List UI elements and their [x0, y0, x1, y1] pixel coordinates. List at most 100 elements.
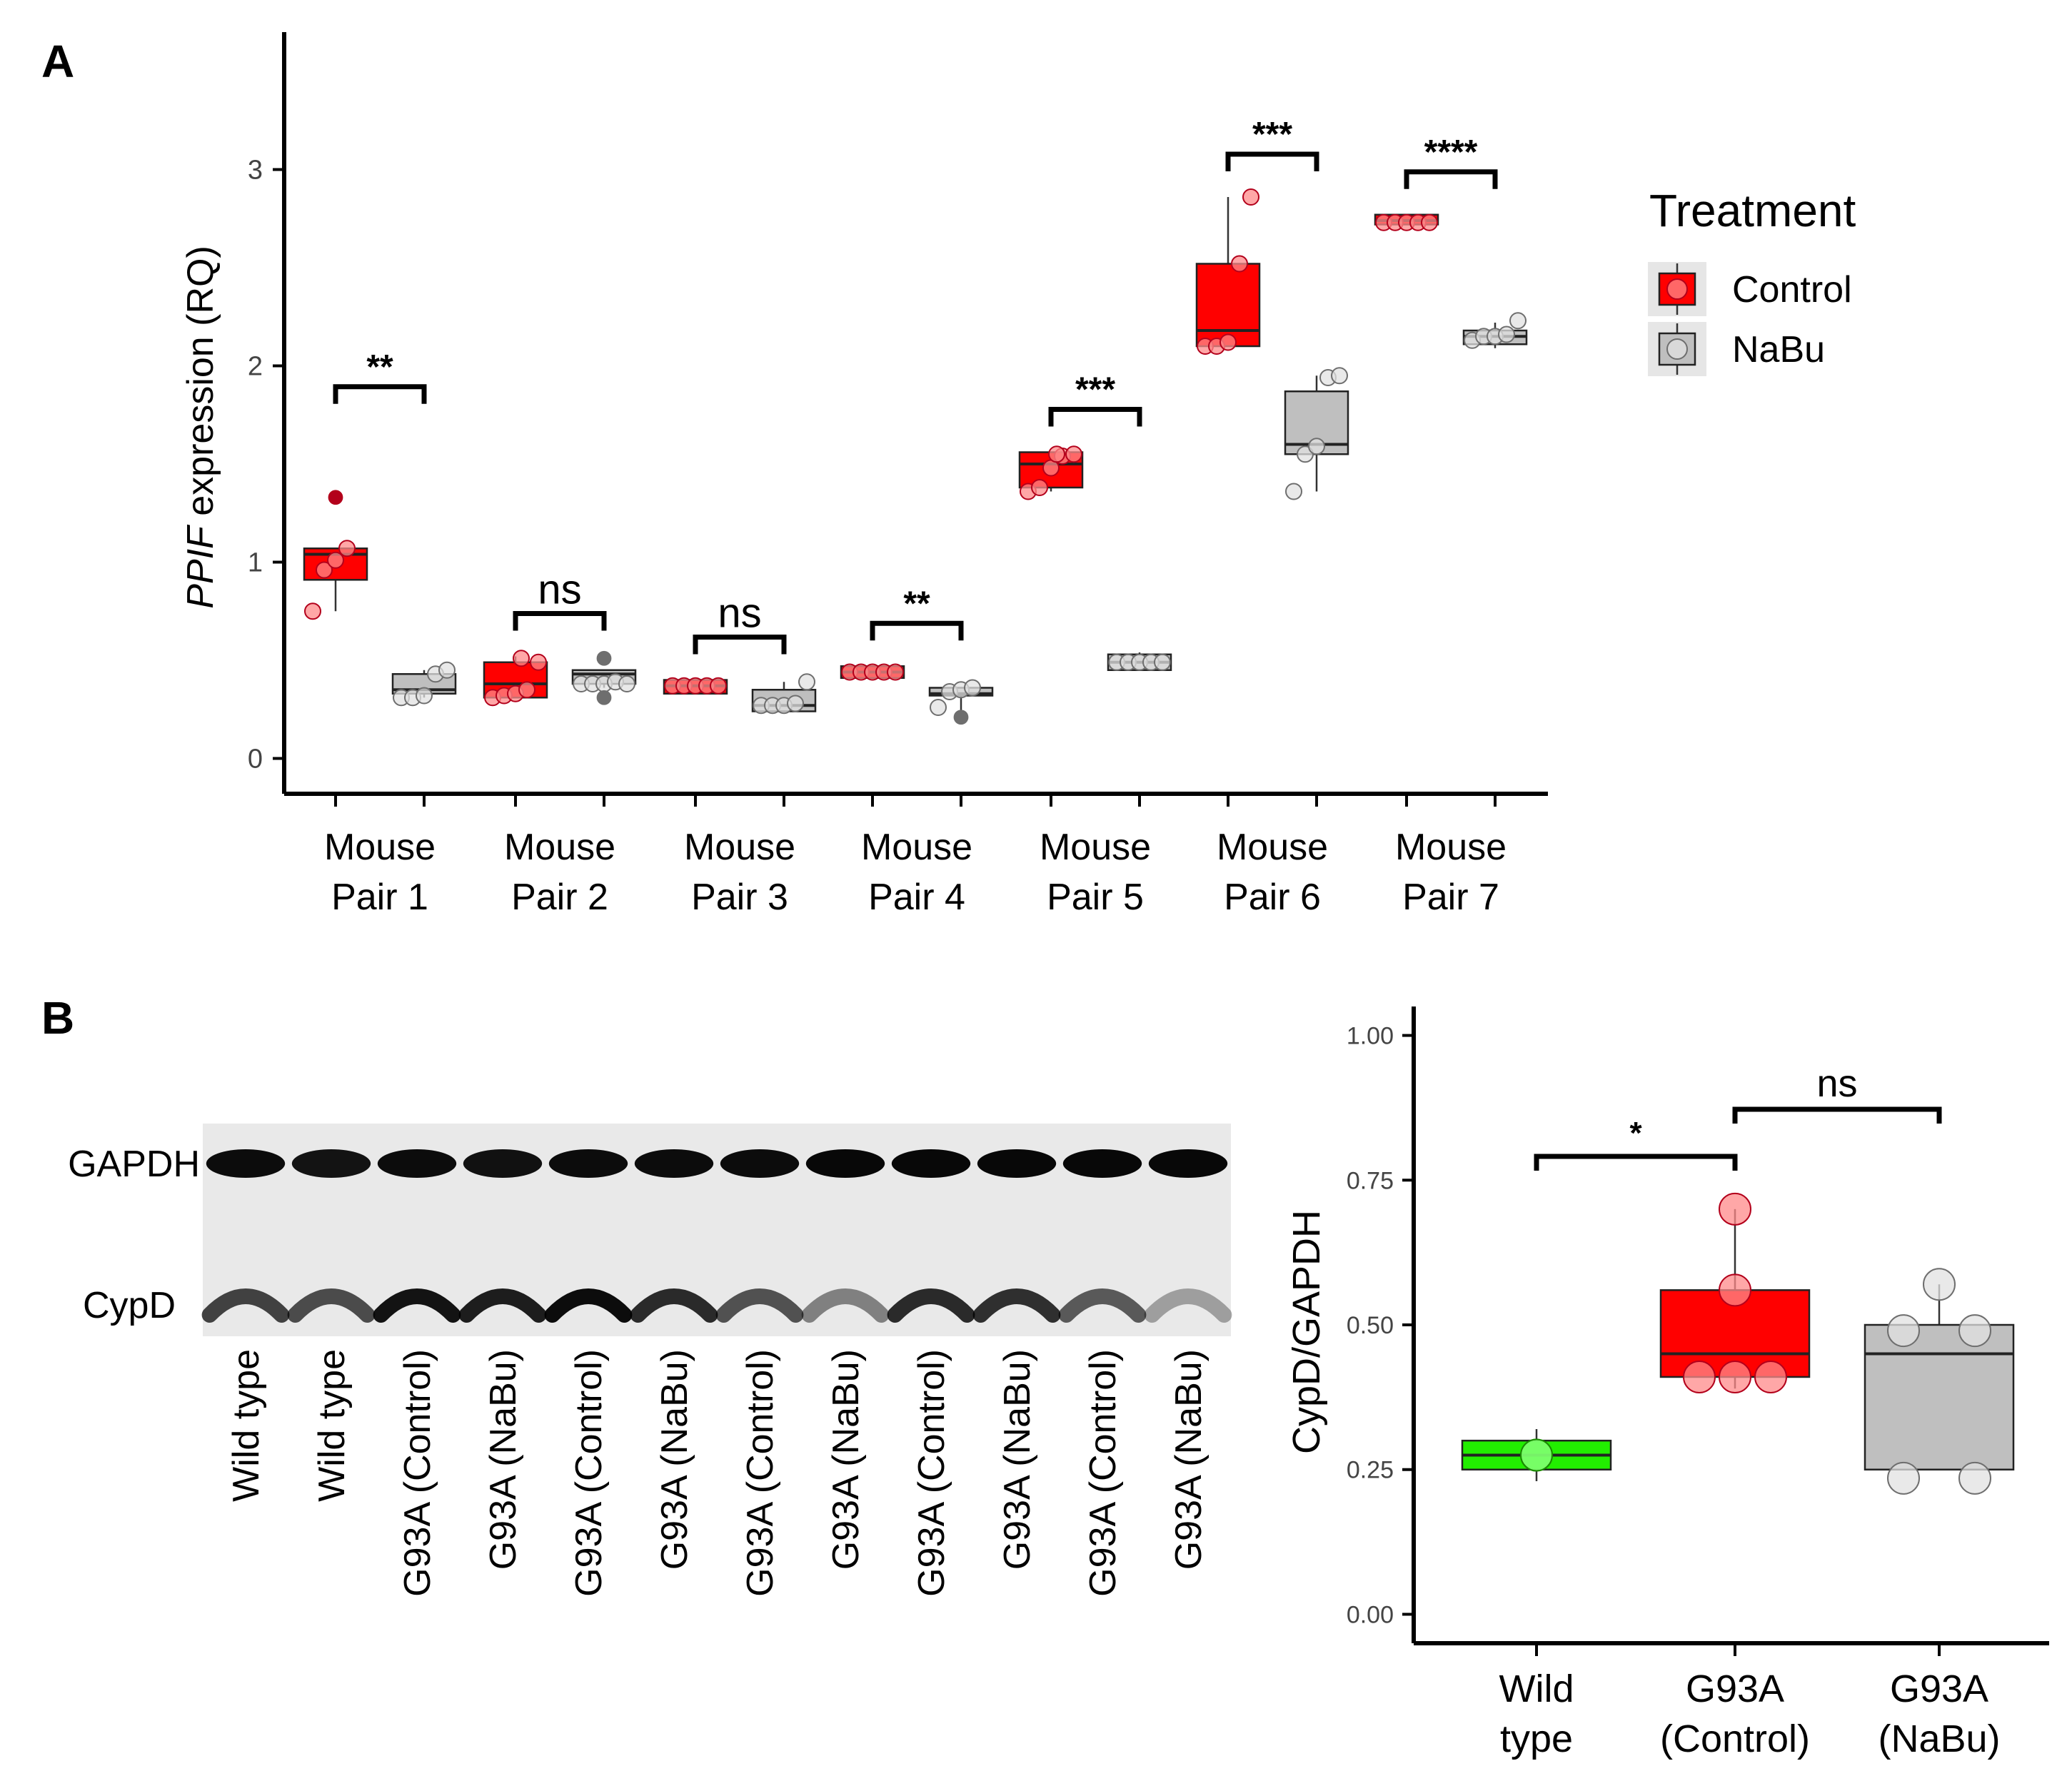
significance-bracket [1048, 407, 1142, 427]
data-point [1719, 1273, 1751, 1307]
panel-a-boxplot: 0 1 2 3 PPIF expression (RQ) Mouse Pair 1 ** Mou… [180, 32, 1548, 918]
lane-label: G93A (NaBu) [654, 1349, 695, 1570]
data-point [1031, 479, 1048, 496]
gapdh-band [548, 1149, 628, 1178]
data-point [1887, 1461, 1920, 1495]
x-tick-label: Mouse [504, 827, 615, 868]
x-tick-label: G93A [1890, 1667, 1988, 1710]
data-point [618, 675, 635, 692]
data-point [518, 681, 535, 699]
y-axis-label: PPIF expression (RQ) [180, 246, 221, 609]
significance-label: ns [538, 567, 581, 613]
lane-label: G93A (NaBu) [1168, 1349, 1209, 1570]
y-tick-label: 2 [248, 352, 263, 382]
significance-bracket [1404, 169, 1498, 189]
cypd-band [1144, 1288, 1232, 1323]
x-tick-label: Mouse [861, 827, 972, 868]
significance-bracket [870, 620, 964, 641]
cypd-band [373, 1288, 461, 1323]
cypd-band [201, 1288, 290, 1323]
gapdh-band [206, 1149, 286, 1178]
cypd-band [544, 1288, 633, 1323]
x-tick-label: Mouse [1040, 827, 1151, 868]
data-point [1719, 1360, 1751, 1393]
data-point [1065, 445, 1082, 463]
lane-label: G93A (Control) [568, 1349, 610, 1597]
gapdh-band [1148, 1149, 1228, 1178]
panel-b-boxplot: 0.00 0.25 0.50 0.75 1.00 CypD/GAPDH Wild type G9… [1285, 1006, 2049, 1760]
gapdh-band [891, 1149, 971, 1178]
legend-label: Control [1732, 269, 1852, 311]
data-point [416, 687, 433, 705]
gapdh-band [291, 1149, 371, 1178]
significance-label: * [1629, 1116, 1642, 1151]
data-point [1509, 312, 1527, 330]
treatment-legend: Treatment Control NaBu [1648, 185, 1856, 376]
y-tick-label: 3 [248, 156, 263, 186]
gapdh-band [377, 1149, 457, 1178]
x-tick-label: Pair 6 [1224, 877, 1321, 918]
data-point [1958, 1314, 1991, 1348]
significance-bracket [1534, 1154, 1738, 1171]
x-tick-label: (Control) [1660, 1717, 1810, 1760]
lane-label: G93A (NaBu) [997, 1349, 1038, 1570]
cypd-band [801, 1288, 890, 1323]
legend-title: Treatment [1649, 185, 1856, 236]
data-point [1958, 1461, 1991, 1495]
data-point [1285, 483, 1302, 500]
cypd-band [715, 1288, 804, 1323]
data-point [304, 602, 321, 620]
x-tick-label: Wild [1499, 1667, 1574, 1710]
y-tick-label: 0.25 [1347, 1457, 1394, 1484]
cypd-band [1058, 1288, 1147, 1323]
panel-label-a: A [41, 36, 74, 87]
data-point [1231, 255, 1248, 273]
gapdh-band [977, 1149, 1057, 1178]
significance-label: *** [1075, 371, 1115, 409]
x-tick-label: type [1500, 1717, 1573, 1760]
significance-label: ** [366, 348, 393, 386]
data-point [438, 661, 456, 679]
y-tick-label: 1.00 [1347, 1023, 1394, 1050]
y-tick-label: 0.50 [1347, 1312, 1394, 1339]
lane-label: G93A (Control) [911, 1349, 952, 1597]
band-label-cypd: CypD [83, 1285, 176, 1326]
significance-bracket [333, 384, 427, 404]
significance-bracket [1732, 1106, 1942, 1124]
lane-label: Wild type [226, 1349, 267, 1502]
y-tick-label: 0.75 [1347, 1167, 1394, 1194]
western-blot: GAPDH CypD Wild type Wild type G93A (Control… [68, 1124, 1232, 1597]
x-tick-label: G93A [1686, 1667, 1784, 1710]
x-tick-label: Mouse [684, 827, 795, 868]
data-point [1498, 326, 1515, 343]
outlier-point [953, 710, 969, 725]
data-point [887, 663, 904, 681]
data-point [1154, 653, 1171, 671]
significance-bracket [513, 611, 607, 631]
data-point [787, 695, 804, 712]
data-point [530, 653, 547, 671]
x-tick-label: Mouse [1395, 827, 1507, 868]
data-point [1887, 1314, 1920, 1348]
lane-label: G93A (Control) [1082, 1349, 1124, 1597]
data-point [1923, 1268, 1956, 1301]
legend-key-point [1666, 338, 1688, 360]
data-point [1219, 333, 1237, 351]
lane-label: G93A (Control) [740, 1349, 781, 1597]
data-point [964, 679, 981, 697]
significance-label: ns [1816, 1062, 1857, 1105]
data-point [930, 699, 947, 716]
outlier-point [596, 650, 612, 666]
gapdh-band [720, 1149, 800, 1178]
gapdh-band [463, 1149, 543, 1178]
gapdh-band [805, 1149, 885, 1178]
outlier-point [596, 690, 612, 705]
x-tick-label: Pair 1 [331, 877, 428, 918]
y-tick-label: 0 [248, 745, 263, 775]
band-label-gapdh: GAPDH [68, 1144, 200, 1185]
cypd-band [287, 1288, 376, 1323]
lane-label: G93A (NaBu) [825, 1349, 867, 1570]
data-point [798, 673, 815, 691]
cypd-band [630, 1288, 718, 1323]
